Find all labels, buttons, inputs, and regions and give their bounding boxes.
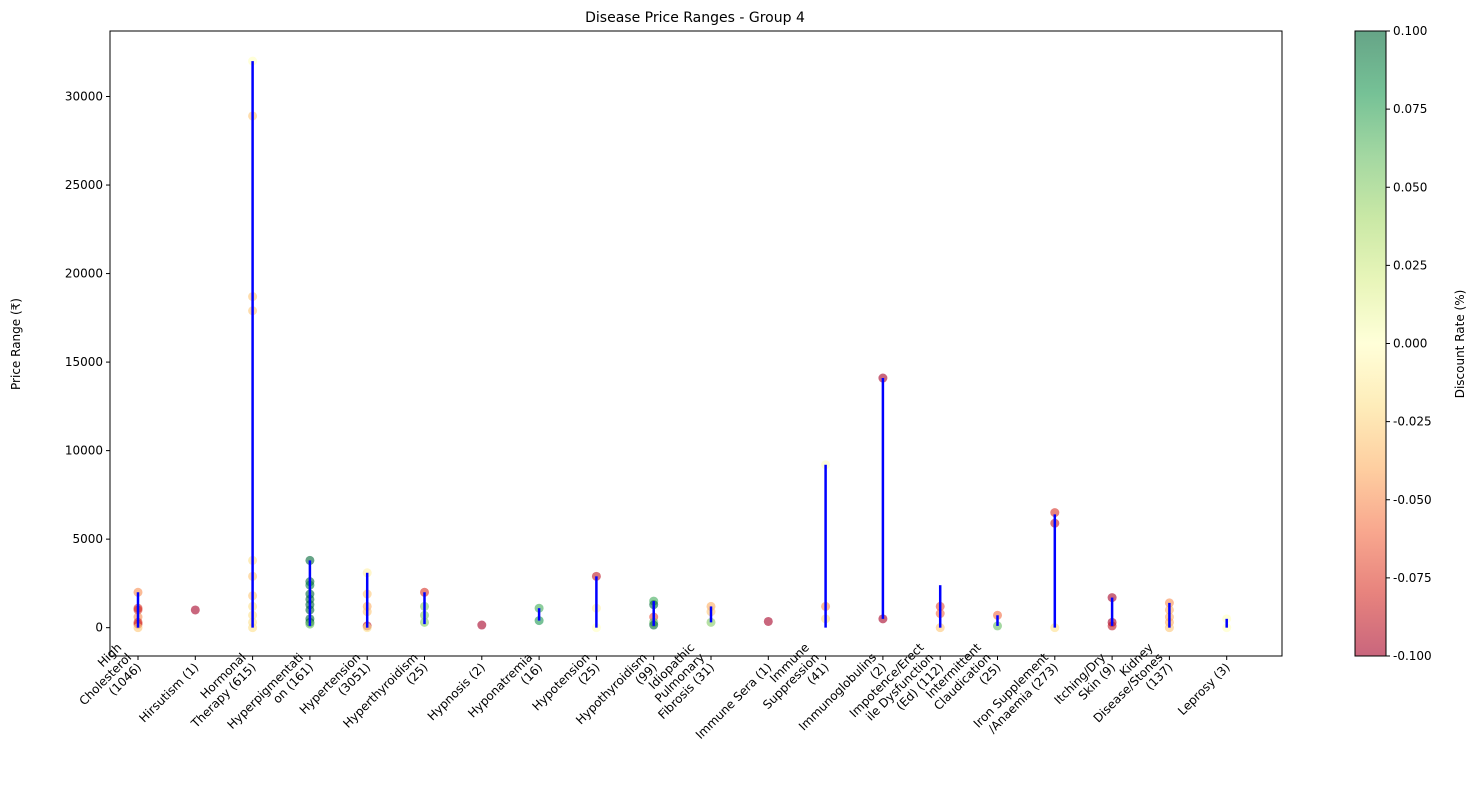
y-tick-label: 25000	[65, 178, 103, 192]
data-point	[763, 616, 773, 626]
x-tick-label-text: Hirsutism (1)	[136, 660, 201, 725]
y-axis-label: Price Range (₹)	[9, 298, 23, 390]
plot-area: 0 5000 10000 15000 20000 25000 30000 HighCholes…	[65, 30, 1283, 742]
y-tick-label: 30000	[65, 90, 103, 104]
colorbar-tick-label: 0.075	[1393, 102, 1427, 116]
colorbar: -0.100 -0.075 -0.050 -0.025 0.000 0.025 0.050 0…	[1354, 24, 1432, 663]
x-tick-label: HighCholesterol(1046)	[67, 640, 145, 718]
colorbar-tick-label: 0.025	[1393, 258, 1427, 272]
data-point	[477, 620, 487, 630]
y-tick-label: 10000	[65, 444, 103, 458]
colorbar-tick-label: 0.050	[1393, 180, 1427, 194]
colorbar-tick-label: -0.025	[1393, 415, 1432, 429]
data-point	[1050, 508, 1060, 518]
y-tick-label: 0	[95, 621, 103, 635]
colorbar-tick-label: 0.100	[1393, 24, 1427, 38]
x-tick-label: Leprosy (3)	[1175, 660, 1233, 718]
colorbar-tick-label: -0.075	[1393, 571, 1432, 585]
data-point	[190, 605, 200, 615]
x-tick-label-text: IdiopathicPulmonaryFibrosis (31)	[636, 640, 718, 722]
y-tick-label: 15000	[65, 355, 103, 369]
plot-frame	[109, 30, 1283, 657]
chart-title: Disease Price Ranges - Group 4	[585, 10, 805, 26]
y-tick-label: 20000	[65, 267, 103, 281]
y-tick-label: 5000	[72, 532, 103, 546]
x-tick-label-line: Leprosy (3)	[1175, 660, 1233, 718]
colorbar-label: Discount Rate (%)	[1453, 290, 1467, 399]
x-tick-label-text: Leprosy (3)	[1175, 660, 1233, 718]
x-tick-label: Hirsutism (1)	[136, 660, 201, 725]
colorbar-gradient	[1355, 31, 1386, 656]
colorbar-tick-label: 0.000	[1393, 337, 1427, 351]
x-tick-label-line: Hirsutism (1)	[136, 660, 201, 725]
x-tick-label: IdiopathicPulmonaryFibrosis (31)	[636, 640, 718, 722]
x-tick-label-text: HighCholesterol(1046)	[67, 640, 145, 718]
colorbar-tick-label: -0.100	[1393, 649, 1432, 663]
colorbar-tick-label: -0.050	[1393, 493, 1432, 507]
